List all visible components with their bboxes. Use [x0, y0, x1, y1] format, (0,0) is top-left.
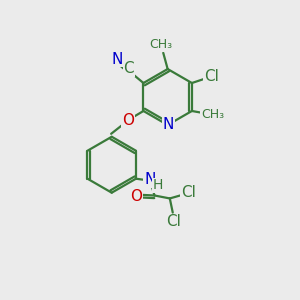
- Text: N: N: [163, 118, 174, 133]
- Text: CH₃: CH₃: [201, 108, 224, 121]
- Text: N: N: [112, 52, 123, 67]
- Text: Cl: Cl: [166, 214, 181, 230]
- Text: H: H: [153, 178, 163, 193]
- Text: Cl: Cl: [181, 185, 196, 200]
- Text: O: O: [122, 113, 134, 128]
- Text: Cl: Cl: [204, 69, 219, 84]
- Text: O: O: [130, 189, 142, 204]
- Text: N: N: [144, 172, 155, 187]
- Text: C: C: [123, 61, 134, 76]
- Text: CH₃: CH₃: [149, 38, 172, 51]
